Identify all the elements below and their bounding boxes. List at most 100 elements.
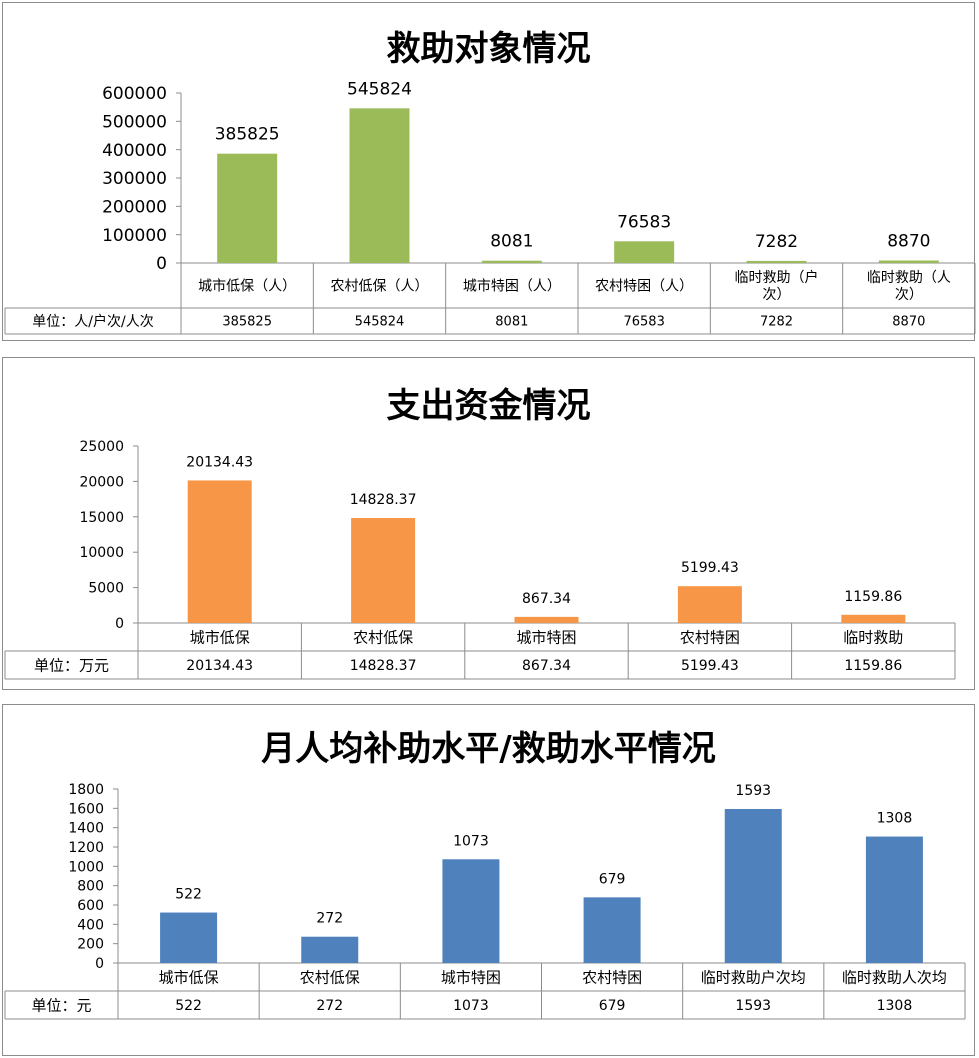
table-value: 385825 <box>222 315 272 330</box>
bar <box>746 260 807 263</box>
category-label: 次） <box>895 287 923 303</box>
chart-title: 月人均补助水平/救助水平情况 <box>261 729 716 769</box>
data-label: 522 <box>175 887 202 903</box>
table-value: 76583 <box>623 315 664 330</box>
table-value: 8870 <box>892 315 925 330</box>
category-label: 城市低保 <box>159 968 219 986</box>
bar <box>724 809 782 963</box>
subsidy-level-chart-panel: 月人均补助水平/救助水平情况 1800 1600 1400 1200 1000 800 60… <box>2 704 975 1056</box>
bar <box>351 518 416 623</box>
category-label: 次） <box>763 287 791 303</box>
category-label: 临时救助户次均 <box>701 968 806 986</box>
bar <box>160 912 218 963</box>
category-label: 农村低保（人） <box>331 279 429 295</box>
data-label: 7282 <box>755 232 798 252</box>
category-label: 农村特困（人） <box>595 279 693 295</box>
category-label: 城市特困（人） <box>463 278 561 295</box>
y-tick-label: 100000 <box>102 226 167 246</box>
y-tick-label: 200000 <box>102 197 167 217</box>
table-value: 5199.43 <box>681 658 739 674</box>
recipients-chart: 600000 500000 400000 300000 200000 100000 0 单位：… <box>4 79 976 335</box>
data-label: 5199.43 <box>681 560 739 576</box>
table-value: 1159.86 <box>844 658 902 674</box>
data-label: 272 <box>316 911 343 927</box>
bar <box>301 936 359 963</box>
bar <box>514 616 579 623</box>
data-label: 679 <box>599 871 626 887</box>
data-label: 1159.86 <box>844 589 902 605</box>
data-label: 385825 <box>215 125 280 145</box>
unit-label: 单位：万元 <box>34 656 109 674</box>
y-tick-label: 15000 <box>79 510 124 526</box>
category-label: 城市特困 <box>516 628 576 646</box>
table-value: 679 <box>599 998 626 1014</box>
y-tick-label: 1600 <box>68 801 104 817</box>
bar <box>583 897 641 963</box>
y-tick-label: 25000 <box>79 439 124 455</box>
y-tick-label: 20000 <box>79 474 124 490</box>
category-label: 临时救助人次均 <box>842 968 947 986</box>
category-label: 农村特困 <box>582 968 642 986</box>
category-label: 农村特困 <box>680 628 740 646</box>
y-tick-label: 600000 <box>102 84 167 104</box>
y-tick-label: 1800 <box>68 782 104 798</box>
table-value: 867.34 <box>522 658 571 674</box>
subsidy-level-chart: 1800 1600 1400 1200 1000 800 600 400 200 0 单位：元 522… <box>4 782 966 1020</box>
data-label: 8081 <box>490 232 533 252</box>
bar <box>614 241 675 263</box>
category-label: 城市低保 <box>190 628 250 646</box>
data-label: 1593 <box>735 783 771 799</box>
bar <box>841 614 906 623</box>
y-tick-label: 600 <box>77 898 104 914</box>
data-label: 8870 <box>887 231 930 251</box>
data-label: 545824 <box>347 79 412 99</box>
recipients-chart-panel: 救助对象情况 600000 500000 400000 300000 200000 100… <box>2 2 976 341</box>
category-label: 农村低保 <box>300 968 360 986</box>
data-label: 1073 <box>453 833 489 849</box>
bar <box>217 153 278 263</box>
y-tick-label: 5000 <box>88 581 124 597</box>
category-label: 城市低保（人） <box>198 278 296 295</box>
unit-label: 单位：元 <box>31 996 91 1014</box>
y-tick-label: 1200 <box>68 840 104 856</box>
unit-label: 单位：人/户次/人次 <box>32 313 153 330</box>
bar <box>187 480 252 623</box>
expenditure-chart: 25000 20000 15000 10000 5000 0 单位：万元 20134.43 城市… <box>4 439 956 680</box>
data-label: 14828.37 <box>350 492 417 508</box>
y-tick-label: 400000 <box>102 141 167 161</box>
category-label: 城市特困 <box>441 968 501 986</box>
category-label: 临时救助（户 <box>735 269 819 286</box>
bar <box>481 260 542 263</box>
category-label: 农村低保 <box>353 628 413 646</box>
y-tick-label: 300000 <box>102 169 167 189</box>
y-tick-label: 800 <box>77 879 104 895</box>
y-tick-label: 0 <box>115 616 124 632</box>
chart-title: 救助对象情况 <box>386 29 591 69</box>
table-value: 1593 <box>735 998 771 1014</box>
y-tick-label: 500000 <box>102 112 167 132</box>
table-value: 7282 <box>760 315 793 330</box>
data-label: 20134.43 <box>186 454 253 470</box>
table-value: 8081 <box>495 315 528 330</box>
bar <box>677 586 742 623</box>
table-value: 272 <box>316 998 343 1014</box>
y-tick-label: 200 <box>77 937 104 953</box>
bar <box>442 859 500 963</box>
table-value: 20134.43 <box>186 658 253 674</box>
y-tick-label: 0 <box>156 254 167 274</box>
table-value: 14828.37 <box>350 658 417 674</box>
data-label: 1308 <box>877 811 913 827</box>
chart-title: 支出资金情况 <box>386 386 591 426</box>
table-value: 1308 <box>877 998 913 1014</box>
data-label: 867.34 <box>522 591 571 607</box>
table-value: 545824 <box>355 315 405 330</box>
bar <box>349 108 410 263</box>
bar <box>878 260 939 263</box>
table-value: 1073 <box>453 998 489 1014</box>
expenditure-chart-panel: 支出资金情况 25000 20000 15000 10000 5000 0 单位：万元 201… <box>2 357 975 690</box>
y-tick-label: 0 <box>95 956 104 972</box>
y-tick-label: 1400 <box>68 821 104 837</box>
category-label: 临时救助（人 <box>867 270 951 286</box>
category-label: 临时救助 <box>843 628 903 646</box>
data-label: 76583 <box>617 212 671 232</box>
